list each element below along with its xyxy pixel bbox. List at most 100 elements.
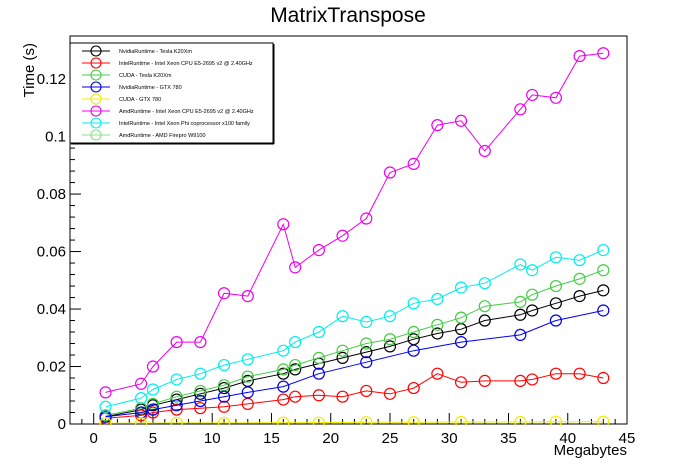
- data-point: [597, 304, 610, 317]
- data-point: [277, 363, 290, 376]
- data-point: [135, 409, 148, 422]
- legend-label: NvidiaRuntime - GTX 780: [119, 85, 182, 91]
- data-point: [383, 166, 397, 179]
- data-point: [170, 335, 183, 349]
- data-point: [217, 287, 231, 300]
- series-3: [99, 264, 610, 422]
- data-point: [194, 387, 207, 400]
- data-point: [360, 346, 373, 359]
- legend-entry: CUDA - GTX 780: [82, 93, 161, 105]
- data-point: [241, 353, 254, 366]
- x-tick-label: 35: [500, 430, 517, 447]
- data-point: [277, 367, 290, 380]
- y-tick-label: 0.02: [37, 359, 66, 376]
- data-point: [360, 337, 373, 350]
- data-point: [597, 264, 610, 277]
- y-tick-label: 0.04: [37, 301, 66, 318]
- data-point: [194, 335, 207, 349]
- data-point: [135, 377, 148, 390]
- legend-label: AmdRuntime - AMD Firepro W9100: [119, 133, 206, 139]
- data-point: [431, 327, 444, 340]
- series-line: [105, 269, 604, 416]
- data-point: [526, 373, 539, 386]
- data-point: [454, 311, 468, 324]
- data-point: [277, 380, 290, 393]
- data-point: [407, 416, 420, 425]
- data-point: [146, 360, 160, 373]
- data-point: [336, 310, 349, 323]
- data-point: [431, 292, 444, 306]
- axes: 0 5 10 15 20 25 30 35 40 45 0 0.02 0.04 0.06 0.08 0.1 0.…: [37, 35, 636, 447]
- y-axis-title: Time (s): [21, 43, 38, 97]
- data-point: [514, 374, 527, 387]
- data-point: [289, 358, 302, 372]
- legend-swatch-marker: [90, 45, 102, 57]
- data-point: [431, 318, 444, 331]
- x-tick-label: 20: [322, 430, 339, 447]
- data-point: [277, 416, 290, 425]
- data-point: [478, 374, 491, 387]
- series-line: [105, 310, 604, 418]
- y-tick-label: 0.12: [37, 71, 66, 88]
- x-tick-label: 10: [204, 430, 221, 447]
- data-point: [360, 356, 373, 369]
- series-layer: [99, 47, 610, 425]
- data-point: [514, 328, 527, 342]
- data-point: [277, 218, 290, 231]
- data-point: [312, 389, 325, 402]
- data-point: [360, 315, 373, 329]
- data-point: [454, 415, 468, 425]
- series-7: [99, 244, 610, 413]
- data-point: [194, 402, 207, 415]
- data-point: [312, 367, 325, 380]
- data-point: [194, 394, 207, 408]
- data-point: [407, 297, 420, 310]
- legend-label: NvidiaRuntime - Tesla K20Xm: [119, 49, 192, 55]
- data-point: [289, 261, 302, 274]
- y-tick-label: 0: [58, 416, 66, 433]
- data-point: [549, 279, 562, 293]
- data-point: [514, 258, 527, 271]
- legend-entry: IntelRuntime - Intel Xeon CPU E5-2695 v2…: [82, 57, 253, 69]
- data-point: [573, 367, 586, 380]
- data-point: [360, 212, 373, 225]
- data-point: [241, 290, 254, 303]
- data-point: [597, 415, 610, 425]
- data-point: [549, 251, 562, 264]
- data-point: [336, 229, 349, 242]
- legend-swatch-marker: [90, 105, 102, 117]
- data-point: [526, 304, 539, 317]
- data-point: [597, 284, 610, 297]
- y-tick-label: 0.08: [37, 186, 66, 203]
- data-point: [514, 103, 527, 116]
- data-point: [312, 351, 325, 364]
- data-point: [289, 390, 302, 403]
- data-point: [454, 281, 468, 294]
- data-point: [573, 254, 586, 267]
- legend-entry: IntelRuntime - Intel Xeon Phi coprocesso…: [82, 117, 250, 129]
- legend-label: IntelRuntime - Intel Xeon Phi coprocesso…: [119, 121, 250, 127]
- data-point: [99, 410, 112, 423]
- data-point: [312, 325, 325, 339]
- data-point: [407, 381, 420, 395]
- data-point: [454, 114, 468, 127]
- data-point: [336, 344, 349, 357]
- legend-entry: AmdRuntime - AMD Firepro W9100: [82, 129, 206, 141]
- data-point: [597, 244, 610, 257]
- x-tick-label: 45: [619, 430, 636, 447]
- data-point: [383, 310, 397, 323]
- data-point: [194, 384, 207, 398]
- data-point: [170, 416, 183, 425]
- x-tick-label: 15: [263, 430, 280, 447]
- x-tick-label: 25: [382, 430, 399, 447]
- legend-swatch-marker: [90, 129, 102, 141]
- data-point: [478, 144, 491, 158]
- series-4: [99, 304, 610, 423]
- legend-entry: AmdRuntime - Intel Xeon CPU E5-2695 v2 @…: [82, 105, 254, 117]
- data-point: [99, 386, 112, 399]
- data-point: [170, 399, 183, 412]
- series-6: [99, 47, 610, 399]
- data-point: [312, 244, 325, 257]
- legend-swatch-marker: [90, 57, 102, 69]
- y-tick-label: 0.06: [37, 244, 66, 261]
